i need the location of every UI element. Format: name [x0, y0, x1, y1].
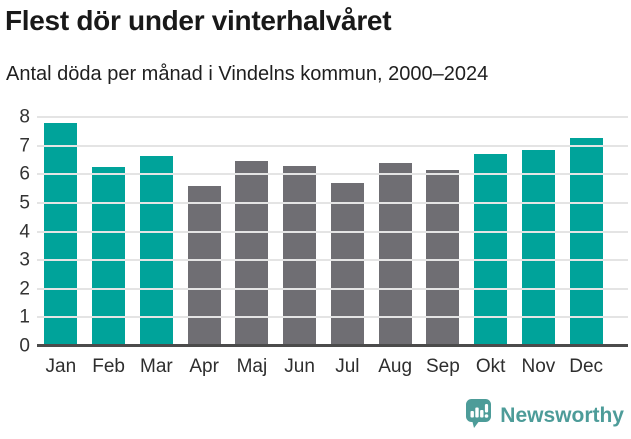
bar-feb: [92, 167, 126, 346]
y-tick-label: 4: [19, 221, 30, 242]
gridline: [37, 201, 628, 204]
bar-dec: [569, 138, 603, 346]
gridline: [37, 173, 628, 176]
x-axis-line: [37, 344, 628, 347]
bar-column: [515, 117, 563, 346]
x-tick-label-nov: Nov: [521, 356, 556, 377]
x-tick-label-jun: Jun: [284, 356, 315, 377]
bar-column: [133, 117, 181, 346]
x-tick-label-mar: Mar: [140, 356, 173, 377]
bar-jun: [283, 165, 317, 346]
bar-column: [562, 117, 610, 346]
x-axis-labels: Jan Feb Mar Apr Maj Jun Jul Aug Sep Okt Nov Dec: [37, 356, 610, 378]
chart-subtitle: Antal döda per månad i Vindelns kommun, …: [6, 63, 489, 85]
bar-jul: [330, 182, 364, 346]
y-tick-label: 7: [19, 135, 30, 157]
page-title: Flest dör under vinterhalvåret: [5, 5, 392, 36]
bar-sep: [426, 169, 460, 346]
bar-apr: [187, 185, 221, 346]
bar-okt: [474, 154, 508, 346]
y-tick-label: 8: [19, 106, 30, 128]
y-tick-label: 6: [19, 163, 30, 185]
x-tick-label-jan: Jan: [45, 356, 77, 377]
bar-jan: [44, 122, 78, 346]
gridline: [37, 116, 628, 118]
x-tick-label-jul: Jul: [335, 356, 360, 377]
chart-plot-area: [37, 116, 628, 347]
gridline: [37, 230, 628, 233]
y-axis: 0 1 2 3 4 5 6 7 8: [0, 108, 30, 356]
brand-footer[interactable]: Newsworthy: [465, 398, 624, 434]
x-tick-label-okt: Okt: [475, 356, 506, 377]
y-tick-label: 1: [19, 306, 30, 328]
bar-aug: [378, 162, 412, 346]
x-tick-label-feb: Feb: [92, 356, 125, 377]
bar-column: [276, 117, 324, 346]
bars-container: [37, 117, 610, 346]
bar-column: [37, 117, 85, 346]
gridline: [37, 259, 628, 262]
bar-mar: [139, 155, 173, 346]
y-tick-label: 5: [19, 192, 30, 214]
gridline: [37, 144, 628, 147]
x-tick-label-dec: Dec: [569, 356, 604, 377]
bar-column: [324, 117, 372, 346]
x-tick-label-maj: Maj: [236, 356, 268, 377]
bar-column: [180, 117, 228, 346]
newsworthy-logo-icon: [465, 398, 492, 434]
x-tick-label-apr: Apr: [189, 356, 219, 377]
y-tick-label: 2: [19, 278, 30, 300]
bar-column: [371, 117, 419, 346]
x-tick-label-aug: Aug: [378, 356, 413, 377]
x-tick-label-sep: Sep: [425, 356, 460, 377]
bar-column: [467, 117, 515, 346]
gridline: [37, 287, 628, 290]
bar-column: [228, 117, 276, 346]
brand-name: Newsworthy: [500, 404, 624, 427]
bar-maj: [235, 161, 269, 346]
bar-nov: [521, 149, 555, 346]
gridline: [37, 316, 628, 319]
y-tick-label: 3: [19, 249, 30, 271]
y-tick-label: 0: [19, 335, 30, 357]
bar-column: [85, 117, 133, 346]
